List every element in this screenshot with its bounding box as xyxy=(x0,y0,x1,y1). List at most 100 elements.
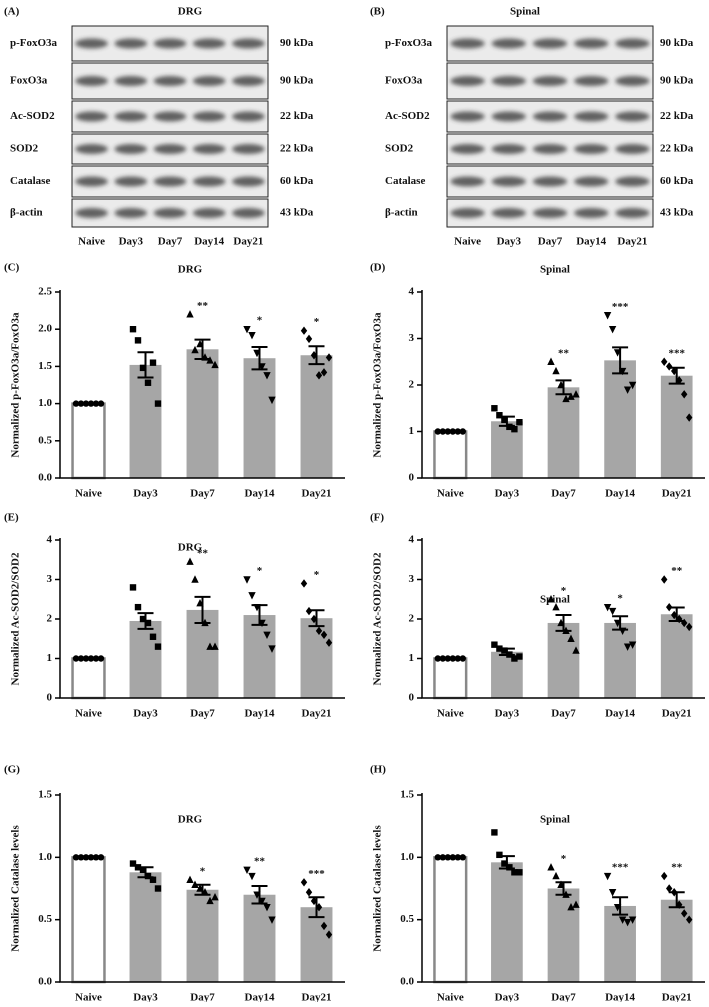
protein-label: Ac-SOD2 xyxy=(385,110,430,122)
bar xyxy=(300,907,333,982)
data-point xyxy=(263,372,271,380)
blot-band xyxy=(574,176,609,187)
size-label: 60 kDa xyxy=(280,175,314,187)
blot-band xyxy=(192,38,226,49)
data-point xyxy=(613,349,622,357)
axes xyxy=(59,290,345,479)
data-point xyxy=(87,854,95,861)
data-point xyxy=(248,872,256,881)
data-point xyxy=(305,606,313,616)
data-point xyxy=(325,638,333,647)
data-point xyxy=(310,896,318,906)
data-point xyxy=(506,651,513,658)
data-point xyxy=(82,400,90,407)
x-tick-label: Day14 xyxy=(245,488,275,500)
x-tick-label: Day7 xyxy=(190,992,215,1002)
data-point xyxy=(134,603,142,611)
significance: * xyxy=(257,315,263,327)
data-point xyxy=(572,390,580,398)
size-label: 90 kDa xyxy=(280,37,314,49)
data-point xyxy=(253,349,261,358)
bar xyxy=(433,856,468,984)
blot-band xyxy=(153,208,187,218)
error-bar xyxy=(555,614,572,632)
blot-band xyxy=(574,38,609,49)
data-point xyxy=(97,400,105,407)
blot-band xyxy=(615,144,650,154)
data-point xyxy=(613,619,622,628)
y-axis-label: Normalized p-FoxO3a/FoxO3a xyxy=(372,312,384,458)
blot-band xyxy=(75,176,108,187)
data-point xyxy=(666,884,673,893)
data-point xyxy=(671,610,678,620)
data-point xyxy=(623,643,632,651)
blot-band xyxy=(615,208,650,218)
data-point xyxy=(676,614,683,624)
data-point xyxy=(557,380,565,389)
x-tick-label: Day14 xyxy=(245,708,275,720)
blot-band xyxy=(232,76,265,86)
data-point xyxy=(506,423,513,431)
data-point xyxy=(454,428,461,435)
data-point xyxy=(315,903,323,912)
y-tick-label: 1 xyxy=(47,652,53,664)
x-tick-label: Naive xyxy=(437,708,464,720)
panel-label: (A) xyxy=(4,6,20,18)
data-point xyxy=(139,866,147,873)
y-tick-label: 2.5 xyxy=(38,286,52,298)
data-point xyxy=(459,854,466,861)
x-tick-label: Day3 xyxy=(495,992,520,1002)
data-point xyxy=(516,419,523,426)
data-point xyxy=(552,871,560,880)
data-point xyxy=(268,916,276,924)
data-point xyxy=(449,428,456,435)
data-point xyxy=(186,310,194,318)
panel-label: (C) xyxy=(4,262,20,274)
blot-band xyxy=(615,176,650,187)
blot-title: Spinal xyxy=(510,6,540,18)
data-point xyxy=(258,897,266,906)
size-label: 43 kDa xyxy=(660,207,694,219)
data-point xyxy=(305,888,313,897)
blot-band xyxy=(532,76,568,86)
data-point xyxy=(618,916,627,924)
y-tick-label: 1.5 xyxy=(400,789,414,801)
data-point xyxy=(263,904,271,912)
x-tick-label: Day21 xyxy=(662,992,692,1002)
error-bar xyxy=(251,885,268,905)
data-point xyxy=(144,872,152,880)
blot-band xyxy=(532,38,568,49)
panel-label: (E) xyxy=(4,512,19,524)
size-label: 60 kDa xyxy=(660,175,694,187)
blot-band xyxy=(532,144,568,154)
blot-band xyxy=(450,76,485,86)
bar xyxy=(186,889,219,982)
x-tick-label: Day3 xyxy=(133,708,158,720)
blot-band xyxy=(532,176,568,187)
data-point xyxy=(258,619,266,628)
significance: *** xyxy=(612,862,629,874)
blot-band xyxy=(114,38,148,49)
data-point xyxy=(315,371,323,380)
data-point xyxy=(454,854,461,861)
size-label: 22 kDa xyxy=(660,143,694,155)
significance: ** xyxy=(671,862,683,874)
data-point xyxy=(243,326,251,334)
blot-band xyxy=(192,208,226,218)
blot-band xyxy=(192,76,226,86)
bar xyxy=(604,360,636,478)
data-point xyxy=(72,400,80,407)
blot-band xyxy=(491,111,526,122)
y-tick-label: 3 xyxy=(409,573,415,585)
data-point xyxy=(666,362,673,371)
y-tick-label: 1.5 xyxy=(38,789,52,801)
blot-band xyxy=(491,176,526,187)
data-point xyxy=(263,631,271,639)
x-tick-label: Day21 xyxy=(302,992,332,1002)
data-point xyxy=(82,854,90,861)
data-point xyxy=(552,366,560,375)
data-point xyxy=(191,345,199,354)
x-tick-label: Naive xyxy=(75,488,102,500)
lane-label: Day7 xyxy=(158,236,183,248)
bar xyxy=(547,622,580,698)
